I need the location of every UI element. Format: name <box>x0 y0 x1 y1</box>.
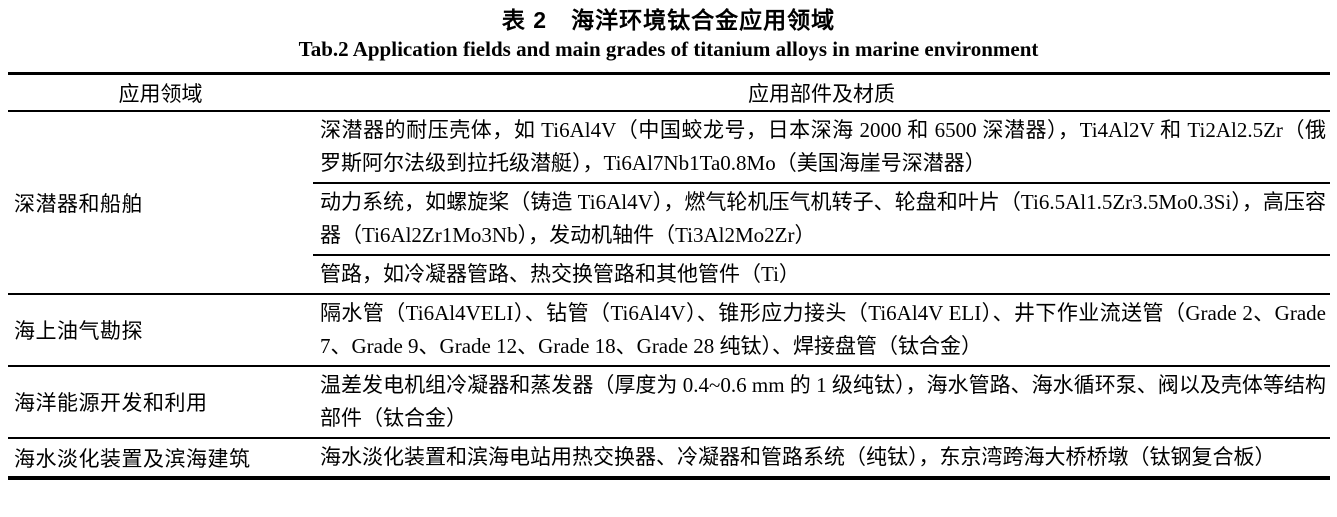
header-application-column: 应用部件及材质 <box>748 81 895 106</box>
table-row-offshore-oil-gas: 海上油气勘探 隔水管（Ti6Al4VELI）、钻管（Ti6Al4V）、锥形应力接… <box>8 295 1330 367</box>
table-row-desalination-coastal: 海水淡化装置及滨海建筑 海水淡化装置和滨海电站用热交换器、冷凝器和管路系统（纯钛… <box>8 439 1330 476</box>
application-subrow: 隔水管（Ti6Al4VELI）、钻管（Ti6Al4V）、锥形应力接头（Ti6Al… <box>320 301 1326 358</box>
table-row-submersibles-ships: 深潜器和船舶 深潜器的耐压壳体，如 Ti6Al4V（中国蛟龙号，日本深海 200… <box>8 112 1330 295</box>
application-subrow: 动力系统，如螺旋桨（铸造 Ti6Al4V），燃气轮机压气机转子、轮盘和叶片（Ti… <box>313 182 1330 254</box>
field-label: 海洋能源开发和利用 <box>14 391 208 415</box>
application-subrow: 海水淡化装置和滨海电站用热交换器、冷凝器和管路系统（纯钛），东京湾跨海大桥桥墩（… <box>320 445 1276 469</box>
table-caption-en: Tab.2 Application fields and main grades… <box>298 37 1039 61</box>
field-label: 海水淡化装置及滨海建筑 <box>14 446 251 471</box>
application-subrow: 温差发电机组冷凝器和蒸发器（厚度为 0.4~0.6 mm 的 1 级纯钛），海水… <box>320 373 1326 430</box>
application-fields-table: 应用领域 应用部件及材质 深潜器和船舶 深潜器的耐压壳体，如 Ti6Al4V（中… <box>8 72 1330 480</box>
header-field-column: 应用领域 <box>118 81 203 106</box>
application-cell: 海水淡化装置和滨海电站用热交换器、冷凝器和管路系统（纯钛），东京湾跨海大桥桥墩（… <box>313 439 1330 476</box>
table-caption-zh: 表 2 海洋环境钛合金应用领域 <box>501 7 836 33</box>
field-label: 深潜器和船舶 <box>14 191 143 216</box>
field-label: 海上油气勘探 <box>14 319 143 343</box>
application-subrow: 管路，如冷凝器管路、热交换管路和其他管件（Ti） <box>313 254 1330 293</box>
application-cell: 温差发电机组冷凝器和蒸发器（厚度为 0.4~0.6 mm 的 1 级纯钛），海水… <box>313 367 1330 437</box>
application-subrow: 深潜器的耐压壳体，如 Ti6Al4V（中国蛟龙号，日本深海 2000 和 650… <box>320 118 1326 175</box>
application-cell: 深潜器的耐压壳体，如 Ti6Al4V（中国蛟龙号，日本深海 2000 和 650… <box>313 112 1330 293</box>
table-header-row: 应用领域 应用部件及材质 <box>8 75 1330 112</box>
application-cell: 隔水管（Ti6Al4VELI）、钻管（Ti6Al4V）、锥形应力接头（Ti6Al… <box>313 295 1330 365</box>
table-row-marine-energy: 海洋能源开发和利用 温差发电机组冷凝器和蒸发器（厚度为 0.4~0.6 mm 的… <box>8 367 1330 439</box>
